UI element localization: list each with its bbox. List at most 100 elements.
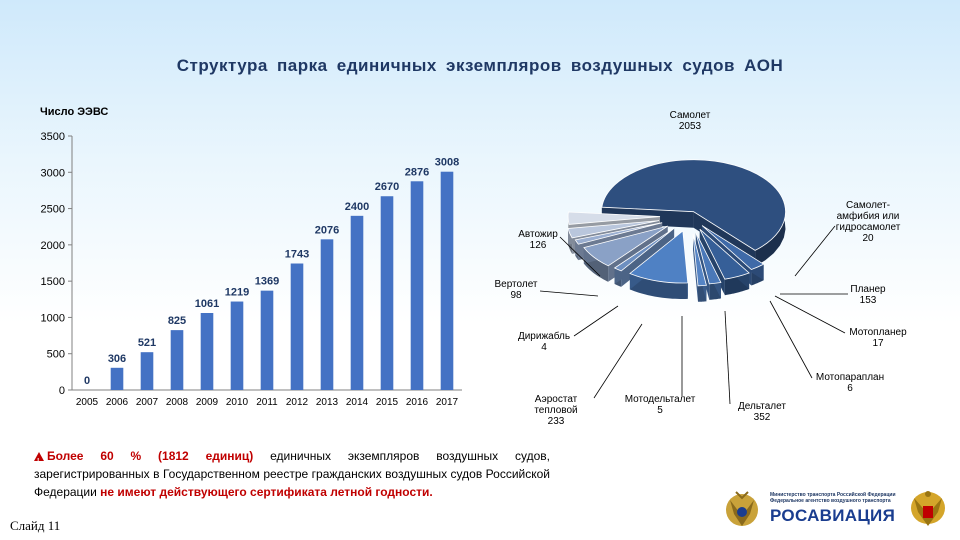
pie-slice-label: Дирижабль 4 <box>518 330 570 353</box>
warning-icon <box>34 452 44 471</box>
ministry-line-2: Федеральное агентство воздушного транспо… <box>770 498 891 504</box>
pie-slice <box>701 225 765 270</box>
pie-slice <box>567 211 661 225</box>
pie-slice <box>583 225 668 267</box>
pie-slice-label: Аэростат тепловой 233 <box>534 394 577 427</box>
bar <box>410 181 424 390</box>
bar-data-label: 2400 <box>345 201 369 213</box>
bar-data-label: 2876 <box>405 166 429 178</box>
pie-slice-label: Мотопланер 17 <box>849 327 907 349</box>
bar-data-label: 825 <box>168 315 186 327</box>
pie-slice <box>699 228 750 280</box>
pie-slice-cut <box>614 228 675 285</box>
bar <box>170 330 184 390</box>
bar-x-tick-label: 2009 <box>196 397 219 408</box>
pie-chart: Самолет 2053 Самолет-амфибия или гидросамол… <box>494 110 907 427</box>
bar-data-label: 1369 <box>255 276 279 288</box>
slide-number: Слайд 11 <box>10 518 61 533</box>
pie-leader-line <box>724 310 731 405</box>
bar-y-tick-label: 1500 <box>41 276 65 288</box>
pie-leader-line <box>794 225 836 277</box>
bar <box>200 313 214 390</box>
pie-slice <box>695 232 722 285</box>
bar-data-label: 306 <box>108 353 126 365</box>
bar <box>110 367 124 390</box>
pie-slice-value: 20 <box>862 233 874 244</box>
pie-slice <box>601 159 786 251</box>
bar-y-tick-label: 2000 <box>41 240 65 252</box>
bar-y-tick-label: 0 <box>59 385 65 397</box>
bar-x-tick-label: 2015 <box>376 397 399 408</box>
pie-slice-label: Мотодельталет 5 <box>625 394 696 416</box>
bar-y-tick-label: 500 <box>47 349 65 361</box>
bar-data-label: 2076 <box>315 224 339 236</box>
pie-leader-line <box>774 295 846 334</box>
pie-leader-line <box>573 305 619 337</box>
bar-x-tick-label: 2008 <box>166 397 189 408</box>
bar <box>380 196 394 390</box>
pie-slice <box>629 230 689 284</box>
pie-slice-label: Планер 153 <box>850 284 886 306</box>
bar-chart: Число ЭЭВС050010001500200025003000350002… <box>40 106 462 408</box>
bar-data-label: 1743 <box>285 249 309 261</box>
bar <box>350 215 364 390</box>
bar <box>230 301 244 390</box>
logo-name: РОСАВИАЦИЯ <box>770 506 896 525</box>
pie-slice-value: 17 <box>872 338 884 349</box>
pie-slice-value: 126 <box>530 240 547 251</box>
bar-x-tick-label: 2013 <box>316 397 339 408</box>
pie-leader-line <box>559 236 601 277</box>
pie-leader-line <box>539 290 599 297</box>
bar-y-tick-label: 2500 <box>41 204 65 216</box>
bar-data-label: 1061 <box>195 298 219 310</box>
bar-y-tick-label: 1000 <box>41 312 65 324</box>
note-text: Более 60 % (1812 единиц) единичных экзем… <box>34 447 550 501</box>
pie-slice-value: 352 <box>754 412 771 423</box>
pie-slice-value: 233 <box>548 416 565 427</box>
pie-slice-label: Самолет-амфибия или гидросамолет 20 <box>836 200 901 244</box>
bar-x-tick-label: 2005 <box>76 397 99 408</box>
bar-x-tick-label: 2007 <box>136 397 159 408</box>
ministry-line-1: Министерство транспорта Российской Федер… <box>770 492 896 498</box>
eagle-emblem-left-icon <box>726 491 758 526</box>
pie-slice <box>567 220 660 239</box>
bar-x-tick-label: 2017 <box>436 397 459 408</box>
bar <box>260 290 274 390</box>
bar <box>440 171 454 390</box>
eagle-emblem-right-icon <box>911 491 945 526</box>
bar-x-tick-label: 2006 <box>106 397 129 408</box>
pie-slice-label: Дельталет 352 <box>738 401 786 423</box>
bar <box>140 352 154 390</box>
bar-data-label: 521 <box>138 337 156 349</box>
bar-x-tick-label: 2016 <box>406 397 429 408</box>
bar <box>290 263 304 390</box>
bar-y-tick-label: 3000 <box>41 167 65 179</box>
pie-slice-value: 98 <box>510 290 522 301</box>
pie-slice-label: Вертолет 98 <box>494 279 537 301</box>
bar-x-tick-label: 2012 <box>286 397 309 408</box>
rosaviatsia-logo: Министерство транспорта Российской Федер… <box>770 492 910 526</box>
note-highlight-2: не имеют действующего сертификата летной… <box>100 485 433 499</box>
pie-slice-value: 6 <box>847 383 853 394</box>
pie-leader-line <box>593 323 643 399</box>
bar-y-tick-label: 3500 <box>41 131 65 143</box>
pie-slice-side <box>601 159 786 267</box>
pie-leader-line <box>769 300 813 379</box>
bar-data-label: 2670 <box>375 181 399 193</box>
bar-x-tick-label: 2010 <box>226 397 249 408</box>
bar-y-axis-label: Число ЭЭВС <box>40 106 108 118</box>
pie-slice-label: Самолет 2053 <box>670 110 711 132</box>
pie-slice-3d <box>629 230 689 299</box>
pie-slice-value: 4 <box>541 342 547 353</box>
pie-slice <box>692 233 707 287</box>
bar-x-tick-label: 2011 <box>256 397 278 408</box>
note-body: единичных экземпляров воздушных судов, з… <box>34 449 550 499</box>
pie-slice-side <box>629 273 688 299</box>
pie-slice-value: 5 <box>657 405 663 416</box>
pie-slice-3d <box>692 233 707 302</box>
pie-slice-label: Автожир 126 <box>518 229 558 251</box>
slide-title: Структура парка единичных экземпляров во… <box>176 56 784 75</box>
pie-slice <box>613 228 675 272</box>
bar <box>320 239 334 390</box>
bar-data-label: 0 <box>84 375 90 387</box>
